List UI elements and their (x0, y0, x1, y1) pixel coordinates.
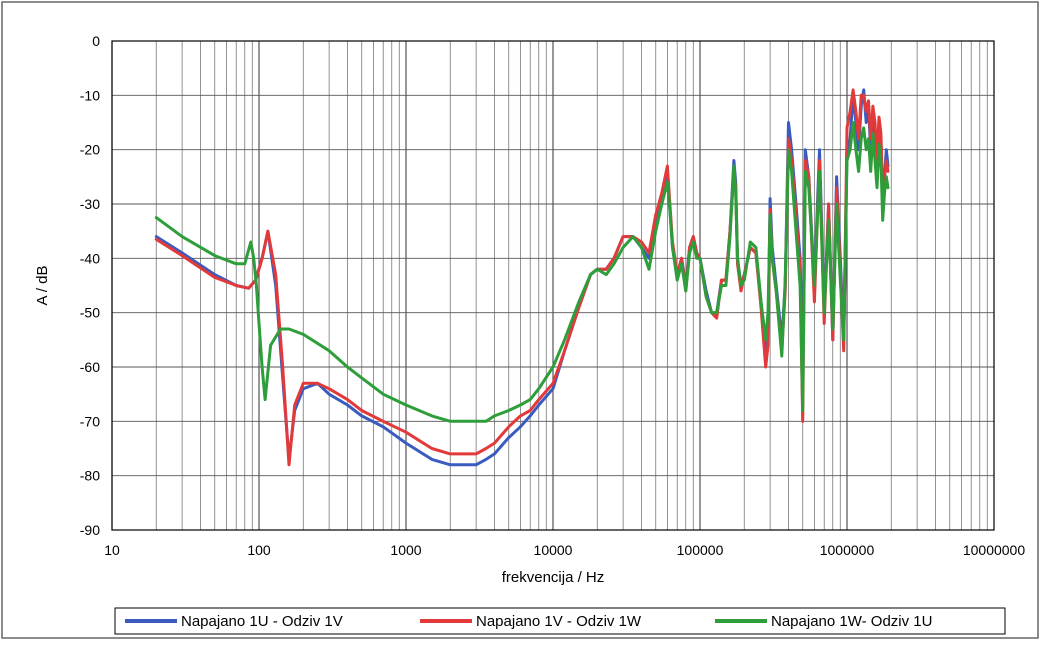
x-axis-label: frekvencija / Hz (502, 569, 605, 586)
x-tick-label: 10000 (534, 542, 573, 558)
series-line-3 (154, 121, 890, 423)
legend-entry-label: Napajano 1W- Odziv 1U (771, 613, 932, 630)
y-tick-label: -80 (80, 468, 100, 484)
legend: Napajano 1U - Odziv 1V Napajano 1V - Odzi… (114, 607, 1006, 635)
legend-box (114, 607, 1006, 635)
x-tick-label: 1000000 (820, 542, 875, 558)
y-tick-label: -10 (80, 87, 100, 103)
y-axis-label: A / dB (34, 265, 51, 305)
x-tick-label: 1000 (390, 542, 421, 558)
legend-entry-label: Napajano 1V - Odziv 1W (476, 613, 642, 630)
legend-entry-label: Napajano 1U - Odziv 1V (181, 613, 343, 630)
series-lines (154, 88, 890, 467)
x-axis-ticks: 10 100 1000 10000 100000 1000000 10000000 (104, 542, 1025, 558)
x-tick-label: 100 (247, 542, 271, 558)
y-axis-ticks: 0 -10 -20 -30 -40 -50 -60 -70 -80 -90 (80, 33, 100, 538)
x-tick-label: 10000000 (963, 542, 1026, 558)
y-tick-label: -90 (80, 522, 100, 538)
y-tick-label: -50 (80, 305, 100, 321)
y-tick-label: 0 (92, 33, 100, 49)
y-tick-label: -30 (80, 196, 100, 212)
y-tick-label: -40 (80, 250, 100, 266)
plot-area-border (111, 40, 995, 531)
x-tick-label: 100000 (677, 542, 724, 558)
y-tick-label: -70 (80, 413, 100, 429)
y-tick-label: -20 (80, 142, 100, 158)
y-tick-label: -60 (80, 359, 100, 375)
x-tick-label: 10 (104, 542, 120, 558)
